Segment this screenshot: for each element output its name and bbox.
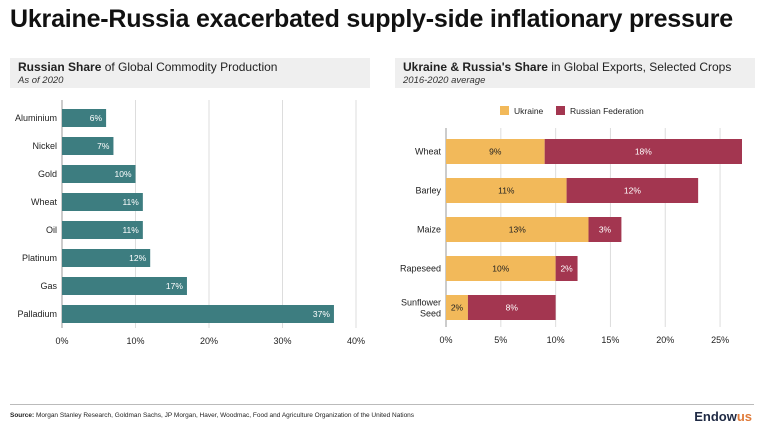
x-tick-label: 5% [494, 335, 507, 345]
data-label-gold: 10% [114, 169, 131, 179]
data-label-palladium: 37% [313, 309, 330, 319]
bar-barley-russian-federation [566, 178, 699, 203]
legend-swatch-russian-federation [556, 106, 565, 115]
x-tick-label: 0% [55, 336, 68, 346]
data-label-barley-ukraine: 11% [498, 186, 515, 196]
bar-oil [62, 221, 143, 239]
left-chart-title-rest: of Global Commodity Production [101, 60, 278, 74]
category-label-palladium: Palladium [17, 309, 57, 319]
bar-palladium [62, 305, 334, 323]
category-label-oil: Oil [46, 225, 57, 235]
category-label-gold: Gold [38, 169, 57, 179]
category-label-gas: Gas [40, 281, 57, 291]
data-label-aluminium: 6% [90, 113, 103, 123]
source-text: Morgan Stanley Research, Goldman Sachs, … [34, 412, 415, 419]
data-label-sunflower-seed-russian-federation: 8% [506, 303, 519, 313]
bar-maize-ukraine [446, 217, 589, 242]
right-chart-title-bold: Ukraine & Russia's Share [403, 60, 548, 74]
category-label-rapeseed: Rapeseed [400, 264, 441, 274]
data-label-platinum: 12% [129, 253, 146, 263]
data-label-wheat-ukraine: 9% [489, 147, 502, 157]
right-chart-title: Ukraine & Russia's Share in Global Expor… [403, 60, 731, 74]
source-label: Source: [10, 412, 35, 419]
bar-platinum [62, 249, 151, 267]
right-chart-header: Ukraine & Russia's Share in Global Expor… [395, 58, 755, 88]
x-tick-label: 15% [601, 335, 619, 345]
bar-wheat [62, 193, 143, 211]
data-label-nickel: 7% [97, 141, 110, 151]
bar-rapeseed-ukraine [446, 256, 556, 281]
category-label-wheat: Wheat [31, 197, 58, 207]
bar-nickel [62, 137, 114, 155]
x-tick-label: 0% [439, 335, 452, 345]
bar-aluminium [62, 109, 107, 127]
bar-wheat-ukraine [446, 139, 545, 164]
data-label-maize-ukraine: 13% [509, 225, 526, 235]
left-chart-title-bold: Russian Share [18, 60, 102, 74]
footer-divider [10, 404, 754, 405]
x-tick-label: 10% [547, 335, 565, 345]
bar-barley-ukraine [446, 178, 567, 203]
legend-swatch-ukraine [500, 106, 509, 115]
left-chart-subtitle: As of 2020 [18, 75, 64, 86]
data-label-rapeseed-ukraine: 10% [492, 264, 509, 274]
legend-label-ukraine: Ukraine [514, 106, 544, 116]
left-chart-title: Russian Share of Global Commodity Produc… [18, 60, 277, 74]
x-tick-label: 30% [273, 336, 291, 346]
x-tick-label: 20% [200, 336, 218, 346]
data-label-maize-russian-federation: 3% [599, 225, 612, 235]
right-chart-title-rest: in Global Exports, Selected Crops [547, 60, 732, 74]
data-label-sunflower-seed-ukraine: 2% [451, 303, 464, 313]
category-label-wheat: Wheat [415, 147, 442, 157]
category-label-barley: Barley [415, 186, 441, 196]
data-label-oil: 11% [122, 225, 139, 235]
data-label-rapeseed-russian-federation: 2% [560, 264, 573, 274]
category-label-aluminium: Aluminium [15, 113, 57, 123]
data-label-gas: 17% [166, 281, 183, 291]
left-chart-header: Russian Share of Global Commodity Produc… [10, 58, 370, 88]
category-label-maize: Maize [417, 225, 441, 235]
bar-sunflower-seed-russian-federation [467, 295, 556, 320]
bar-gold [62, 165, 136, 183]
bar-wheat-russian-federation [544, 139, 742, 164]
right-chart-subtitle: 2016-2020 average [403, 75, 486, 86]
endowus-logo: Endowus [694, 409, 752, 424]
source-note: Source: Morgan Stanley Research, Goldman… [10, 412, 414, 419]
logo-main: Endow [694, 409, 737, 424]
x-tick-label: 10% [126, 336, 144, 346]
data-label-wheat-russian-federation: 18% [635, 147, 652, 157]
bar-gas [62, 277, 187, 295]
page-title: Ukraine-Russia exacerbated supply-side i… [10, 5, 733, 33]
category-label-sunflower-seed: Sunflower Seed [401, 298, 441, 319]
logo-accent: us [736, 409, 752, 424]
category-label-nickel: Nickel [32, 141, 57, 151]
data-label-wheat: 11% [122, 197, 139, 207]
x-tick-label: 40% [347, 336, 365, 346]
bar-sunflower-seed-ukraine [446, 295, 468, 320]
data-label-barley-russian-federation: 12% [624, 186, 641, 196]
x-tick-label: 20% [656, 335, 674, 345]
category-label-platinum: Platinum [22, 253, 57, 263]
bar-maize-russian-federation [588, 217, 622, 242]
bar-rapeseed-russian-federation [555, 256, 578, 281]
x-tick-label: 25% [711, 335, 729, 345]
legend-label-russian-federation: Russian Federation [570, 106, 644, 116]
